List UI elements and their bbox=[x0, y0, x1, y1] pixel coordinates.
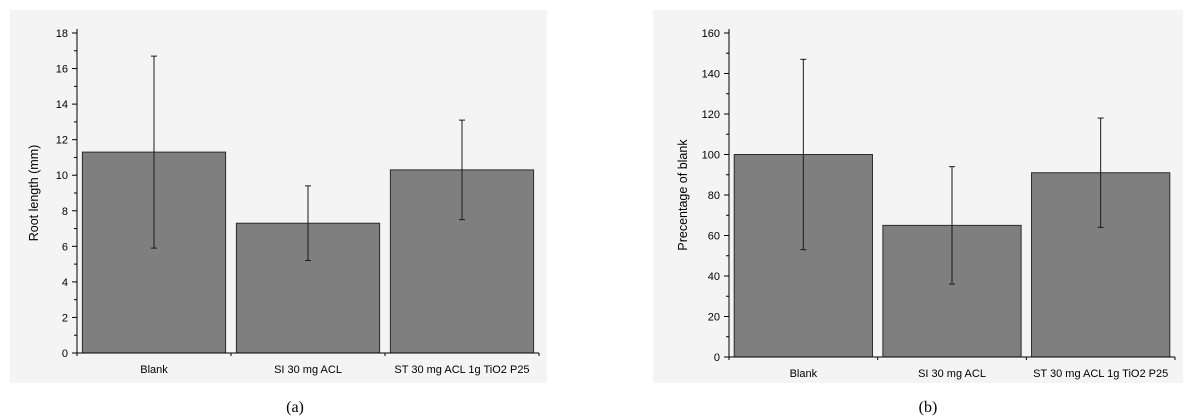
y-tick-label: 18 bbox=[56, 28, 68, 40]
y-tick-label: 60 bbox=[708, 231, 720, 243]
y-tick-label: 40 bbox=[708, 271, 720, 283]
chart-panel-b: Blank SI 30 mg ACL ST 30 mg ACL 1g TiO2 P2… bbox=[653, 10, 1183, 416]
y-tick-label: 2 bbox=[62, 312, 68, 324]
y-tick-label: 6 bbox=[62, 241, 68, 253]
y-tick-label: 0 bbox=[62, 348, 68, 360]
x-tick-label: ST 30 mg ACL 1g TiO2 P25 bbox=[394, 364, 529, 376]
x-tick-label: ST 30 mg ACL 1g TiO2 P25 bbox=[1033, 368, 1168, 380]
y-tick-label: 80 bbox=[708, 190, 720, 202]
y-tick-label: 14 bbox=[56, 99, 68, 111]
y-tick-label: 4 bbox=[62, 277, 68, 289]
y-tick-label: 8 bbox=[62, 206, 68, 218]
y-tick-label: 100 bbox=[702, 150, 720, 162]
y-tick-label: 160 bbox=[702, 28, 720, 40]
y-tick-label: 140 bbox=[702, 69, 720, 81]
x-tick-label: SI 30 mg ACL bbox=[918, 368, 986, 380]
y-tick-label: 0 bbox=[714, 352, 720, 364]
x-tick-label: SI 30 mg ACL bbox=[274, 364, 342, 376]
panel-caption: (a) bbox=[286, 399, 304, 416]
panel-caption: (b) bbox=[919, 399, 938, 416]
x-tick-label: Blank bbox=[790, 368, 818, 380]
y-axis-title: Precentage of blank bbox=[676, 139, 690, 251]
y-tick-label: 20 bbox=[708, 312, 720, 324]
y-axis-title: Root length (mm) bbox=[27, 145, 41, 242]
y-tick-label: 120 bbox=[702, 109, 720, 121]
x-tick-label: Blank bbox=[140, 364, 168, 376]
chart-panel-a: Blank SI 30 mg ACL ST 30 mg ACL 1g TiO2 P2… bbox=[10, 10, 547, 416]
y-tick-label: 12 bbox=[56, 135, 68, 147]
y-tick-label: 10 bbox=[56, 170, 68, 182]
y-tick-label: 16 bbox=[56, 64, 68, 76]
